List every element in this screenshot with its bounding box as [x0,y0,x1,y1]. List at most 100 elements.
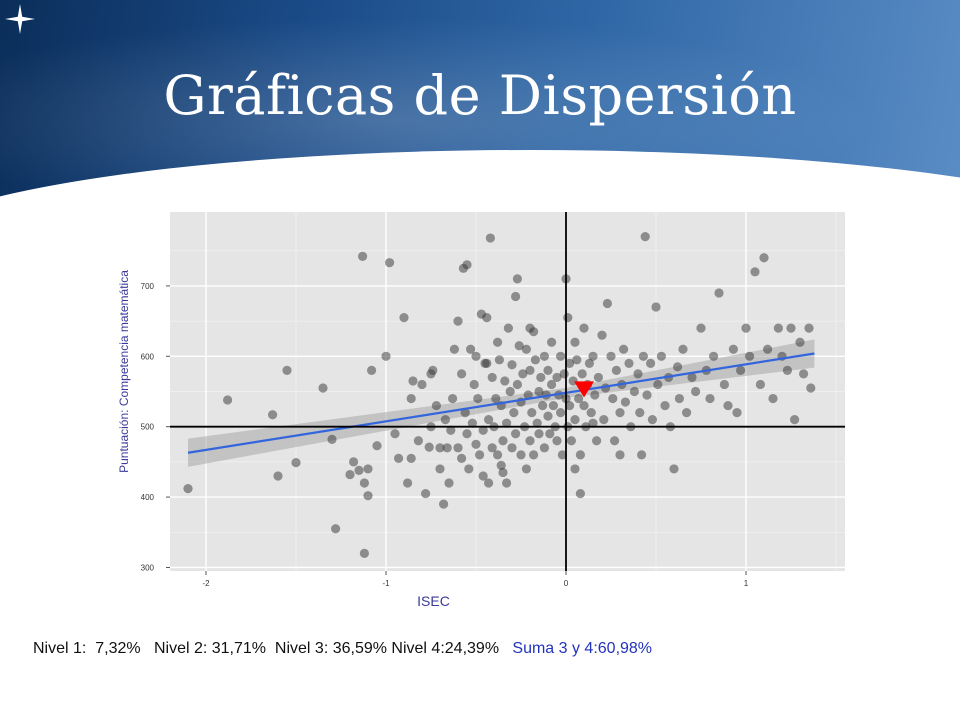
scatter-point [653,379,663,390]
scatter-point [745,351,755,361]
scatter-point [719,379,730,390]
x-tick-label: 1 [744,579,749,588]
scatter-point [318,383,328,393]
scatter-point [408,376,418,386]
scatter-point [674,393,685,404]
scatter-point [406,453,416,463]
scatter-point [390,429,400,439]
scatter-point [475,450,485,460]
scatter-point [183,484,193,494]
scatter-point [714,288,724,298]
scatter-point [806,383,816,393]
scatter-point [449,344,459,354]
scatter-point [446,425,456,435]
level-summary: Nivel 1: 7,32% Nivel 2: 31,71% Nivel 3: … [33,640,933,658]
scatter-point [786,323,796,333]
scatter-point [611,365,622,375]
scatter-point [736,365,746,375]
scatter-point [633,369,643,379]
y-tick-label: 300 [141,563,155,572]
scatter-point [359,548,369,559]
scatter-point [588,418,598,428]
scatter-point [487,372,497,383]
scatter-point [705,393,715,404]
scatter-point [593,372,603,383]
scatter-point [597,330,607,340]
scatter-point [487,443,497,453]
scatter-point [570,337,580,347]
y-tick-label: 500 [141,423,155,432]
scatter-point [790,415,800,425]
plot-panel: -2 -1 0 1 300 400 500 600 700 ISEC Puntuación: Com… [96,181,874,621]
scatter-point [586,408,596,418]
scatter-point [723,400,733,411]
scatter-point [498,467,508,478]
scatter-point [498,436,508,446]
scatter-point [804,323,814,333]
y-tick-label: 400 [141,493,155,502]
suma-3-4-label: Suma 3 y 4:60,98% [512,640,653,657]
scatter-point [511,291,521,302]
scatter-point [484,478,494,488]
scatter-point [273,471,283,481]
scatter-point [512,274,522,284]
scatter-point [354,465,364,475]
scatter-point [782,365,793,375]
scatter-point [435,464,445,474]
scatter-point [372,441,382,451]
scatter-point [732,408,742,418]
scatter-point [440,415,450,425]
scatter-point [482,358,492,368]
scatter-point [478,425,488,435]
scatter-point [565,358,575,368]
scatter-point [431,400,441,411]
scatter-point [728,344,739,354]
scatter-point [424,442,434,452]
scatter-point [503,323,513,333]
scatter-point [556,408,566,418]
scatter-point [460,408,470,418]
scatter-point [493,337,503,347]
scatter-point [518,369,528,379]
scatter-point [646,358,656,368]
scatter-point [539,351,549,361]
scatter-point [525,323,535,333]
scatter-point [557,450,567,460]
scatter-point [741,323,751,333]
scatter-point [494,355,504,365]
scatter-point [538,400,548,411]
scatter-point [773,323,784,333]
scatter-point [505,386,515,397]
scatter-point [651,302,661,312]
scatter-point [453,316,463,326]
scatter-point [359,478,369,488]
scatter-point [565,400,575,411]
x-tick-label: -2 [202,579,210,588]
scatter-point [457,453,467,463]
scatter-point [466,344,476,354]
scatter-point [606,351,616,361]
scatter-point [545,429,555,439]
scatter-point [421,488,431,499]
scatter-point [608,393,618,404]
scatter-point [579,400,589,411]
slide-title: Gráficas de Dispersión [163,64,797,127]
scatter-point [615,450,625,460]
scatter-point [759,253,769,263]
nivel-2-label: Nivel 2: 31,71% [153,640,267,657]
scatter-point [363,491,373,501]
scatter-point [638,351,649,361]
header-banner [0,0,960,200]
scatter-point [413,436,423,446]
scatter-point [482,312,492,323]
scatter-point [574,393,584,404]
scatter-point [516,450,526,460]
scatter-point [496,460,506,471]
scatter-chart: -2 -1 0 1 300 400 500 600 700 ISEC Puntuación: Com… [117,212,845,609]
scatter-point [381,351,391,361]
scatter-point [602,298,612,309]
scatter-point [525,436,535,446]
scatter-point [620,397,631,407]
scatter-point [642,390,652,400]
scatter-point [444,478,454,488]
